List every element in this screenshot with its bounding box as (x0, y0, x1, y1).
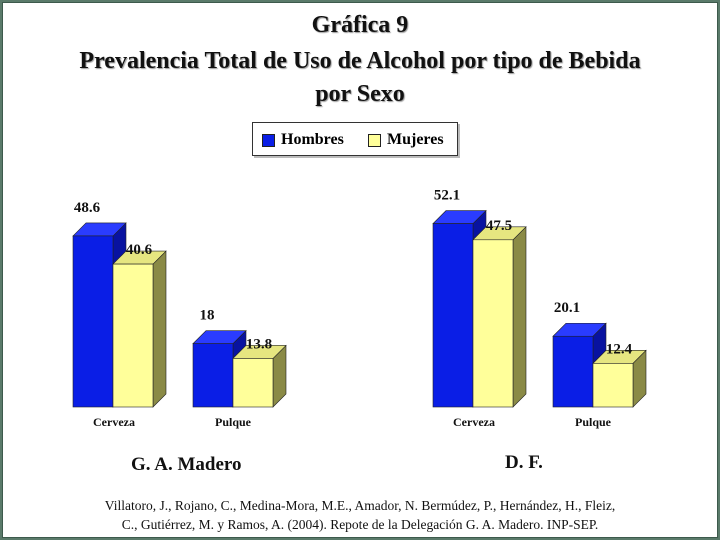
bar-df-cerveza-mujeres (472, 239, 514, 408)
bar-gam-pulque-mujeres (232, 358, 274, 408)
category-label-df-pulque: Pulque (575, 415, 612, 429)
bar-gam-cerveza-hombres-value-label: 48.6 (74, 200, 101, 216)
bar-gam-cerveza-mujeres (112, 263, 154, 408)
category-label-gam-cerveza: Cerveza (93, 415, 135, 429)
legend-item-mujeres: Mujeres (368, 131, 444, 149)
bar-df-cerveza-hombres-value-label: 52.1 (434, 188, 460, 204)
category-label-gam-pulque: Pulque (215, 415, 252, 429)
bar-df-pulque-hombres (552, 335, 594, 408)
legend-item-hombres: Hombres (262, 131, 344, 149)
category-label-df-cerveza: Cerveza (453, 415, 495, 429)
bar-df-pulque-mujeres (592, 363, 634, 408)
bar-df-pulque-hombres-value-label: 20.1 (554, 300, 580, 316)
chart-subtitle: Prevalencia Total de Uso de Alcohol por … (79, 48, 641, 74)
citation: Villatoro, J., Rojano, C., Medina-Mora, … (20, 496, 700, 534)
citation-line-1: Villatoro, J., Rojano, C., Medina-Mora, … (104, 498, 616, 513)
bar-df-pulque-mujeres-value-label: 12.4 (606, 341, 633, 357)
bar-gam-pulque-mujeres-value-label: 13.8 (246, 336, 272, 352)
bar-gam-cerveza-hombres (72, 235, 114, 408)
bar-gam-pulque-hombres (192, 343, 234, 408)
bar-df-cerveza-hombres (432, 223, 474, 408)
citation-line-2: C., Gutiérrez, M. y Ramos, A. (2004). Re… (121, 517, 599, 532)
legend-label-mujeres: Mujeres (387, 131, 444, 148)
chart-title: Gráfica 9 (311, 12, 409, 38)
chart-subtitle-line2: por Sexo (315, 81, 405, 107)
bar-gam-cerveza-mujeres-value-label: 40.6 (126, 242, 153, 258)
bar-gam-cerveza-mujeres-side (152, 250, 167, 408)
legend-label-hombres: Hombres (281, 131, 344, 148)
bar-df-cerveza-mujeres-side (512, 226, 527, 408)
bar-gam-pulque-hombres-value-label: 18 (200, 308, 215, 324)
group-label-df: D. F. (505, 452, 543, 473)
bar-df-cerveza-mujeres-value-label: 47.5 (486, 218, 512, 234)
group-label-ga-madero: G. A. Madero (131, 454, 242, 475)
chart-legend: Hombres Mujeres (252, 122, 458, 156)
legend-swatch-hombres (262, 133, 275, 147)
legend-swatch-mujeres (368, 133, 381, 147)
